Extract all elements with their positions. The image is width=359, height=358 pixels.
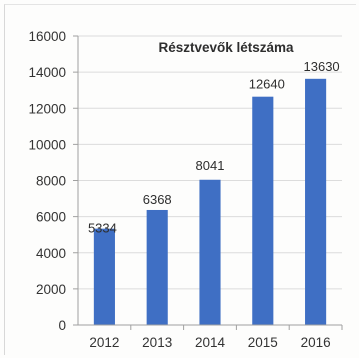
chart-title: Résztvevők létszáma (158, 40, 294, 55)
x-tick-label: 2014 (195, 335, 226, 350)
bar-2012 (93, 228, 115, 325)
labels: 0 2000 4000 6000 8000 10000 12000 14000 16000 201… (28, 29, 339, 350)
x-tick-label: 2012 (89, 335, 119, 350)
y-tick-label: 14000 (28, 65, 66, 80)
y-tick-label: 0 (58, 318, 66, 333)
data-label: 13630 (304, 59, 340, 74)
bar-2015 (252, 96, 274, 325)
y-tick-label: 8000 (36, 174, 66, 189)
data-label: 12640 (249, 77, 285, 92)
bar-2013 (146, 209, 168, 325)
y-tick-label: 2000 (36, 282, 66, 297)
chart-frame (4, 4, 356, 355)
data-label: 8041 (196, 158, 225, 173)
y-tick-label: 6000 (36, 210, 66, 225)
y-tick-label: 16000 (28, 29, 66, 44)
data-label: 5334 (88, 221, 117, 236)
x-tick-label: 2016 (301, 335, 331, 350)
y-tick-label: 12000 (28, 101, 66, 116)
y-tick-label: 10000 (28, 137, 66, 152)
bar-2014 (199, 179, 221, 325)
bars (93, 78, 327, 325)
x-tick-label: 2013 (142, 335, 172, 350)
x-tick-label: 2015 (248, 335, 278, 350)
y-tick-label: 4000 (36, 246, 66, 261)
axes (73, 35, 343, 330)
bar-2016 (305, 78, 327, 325)
data-label: 6368 (143, 192, 172, 207)
